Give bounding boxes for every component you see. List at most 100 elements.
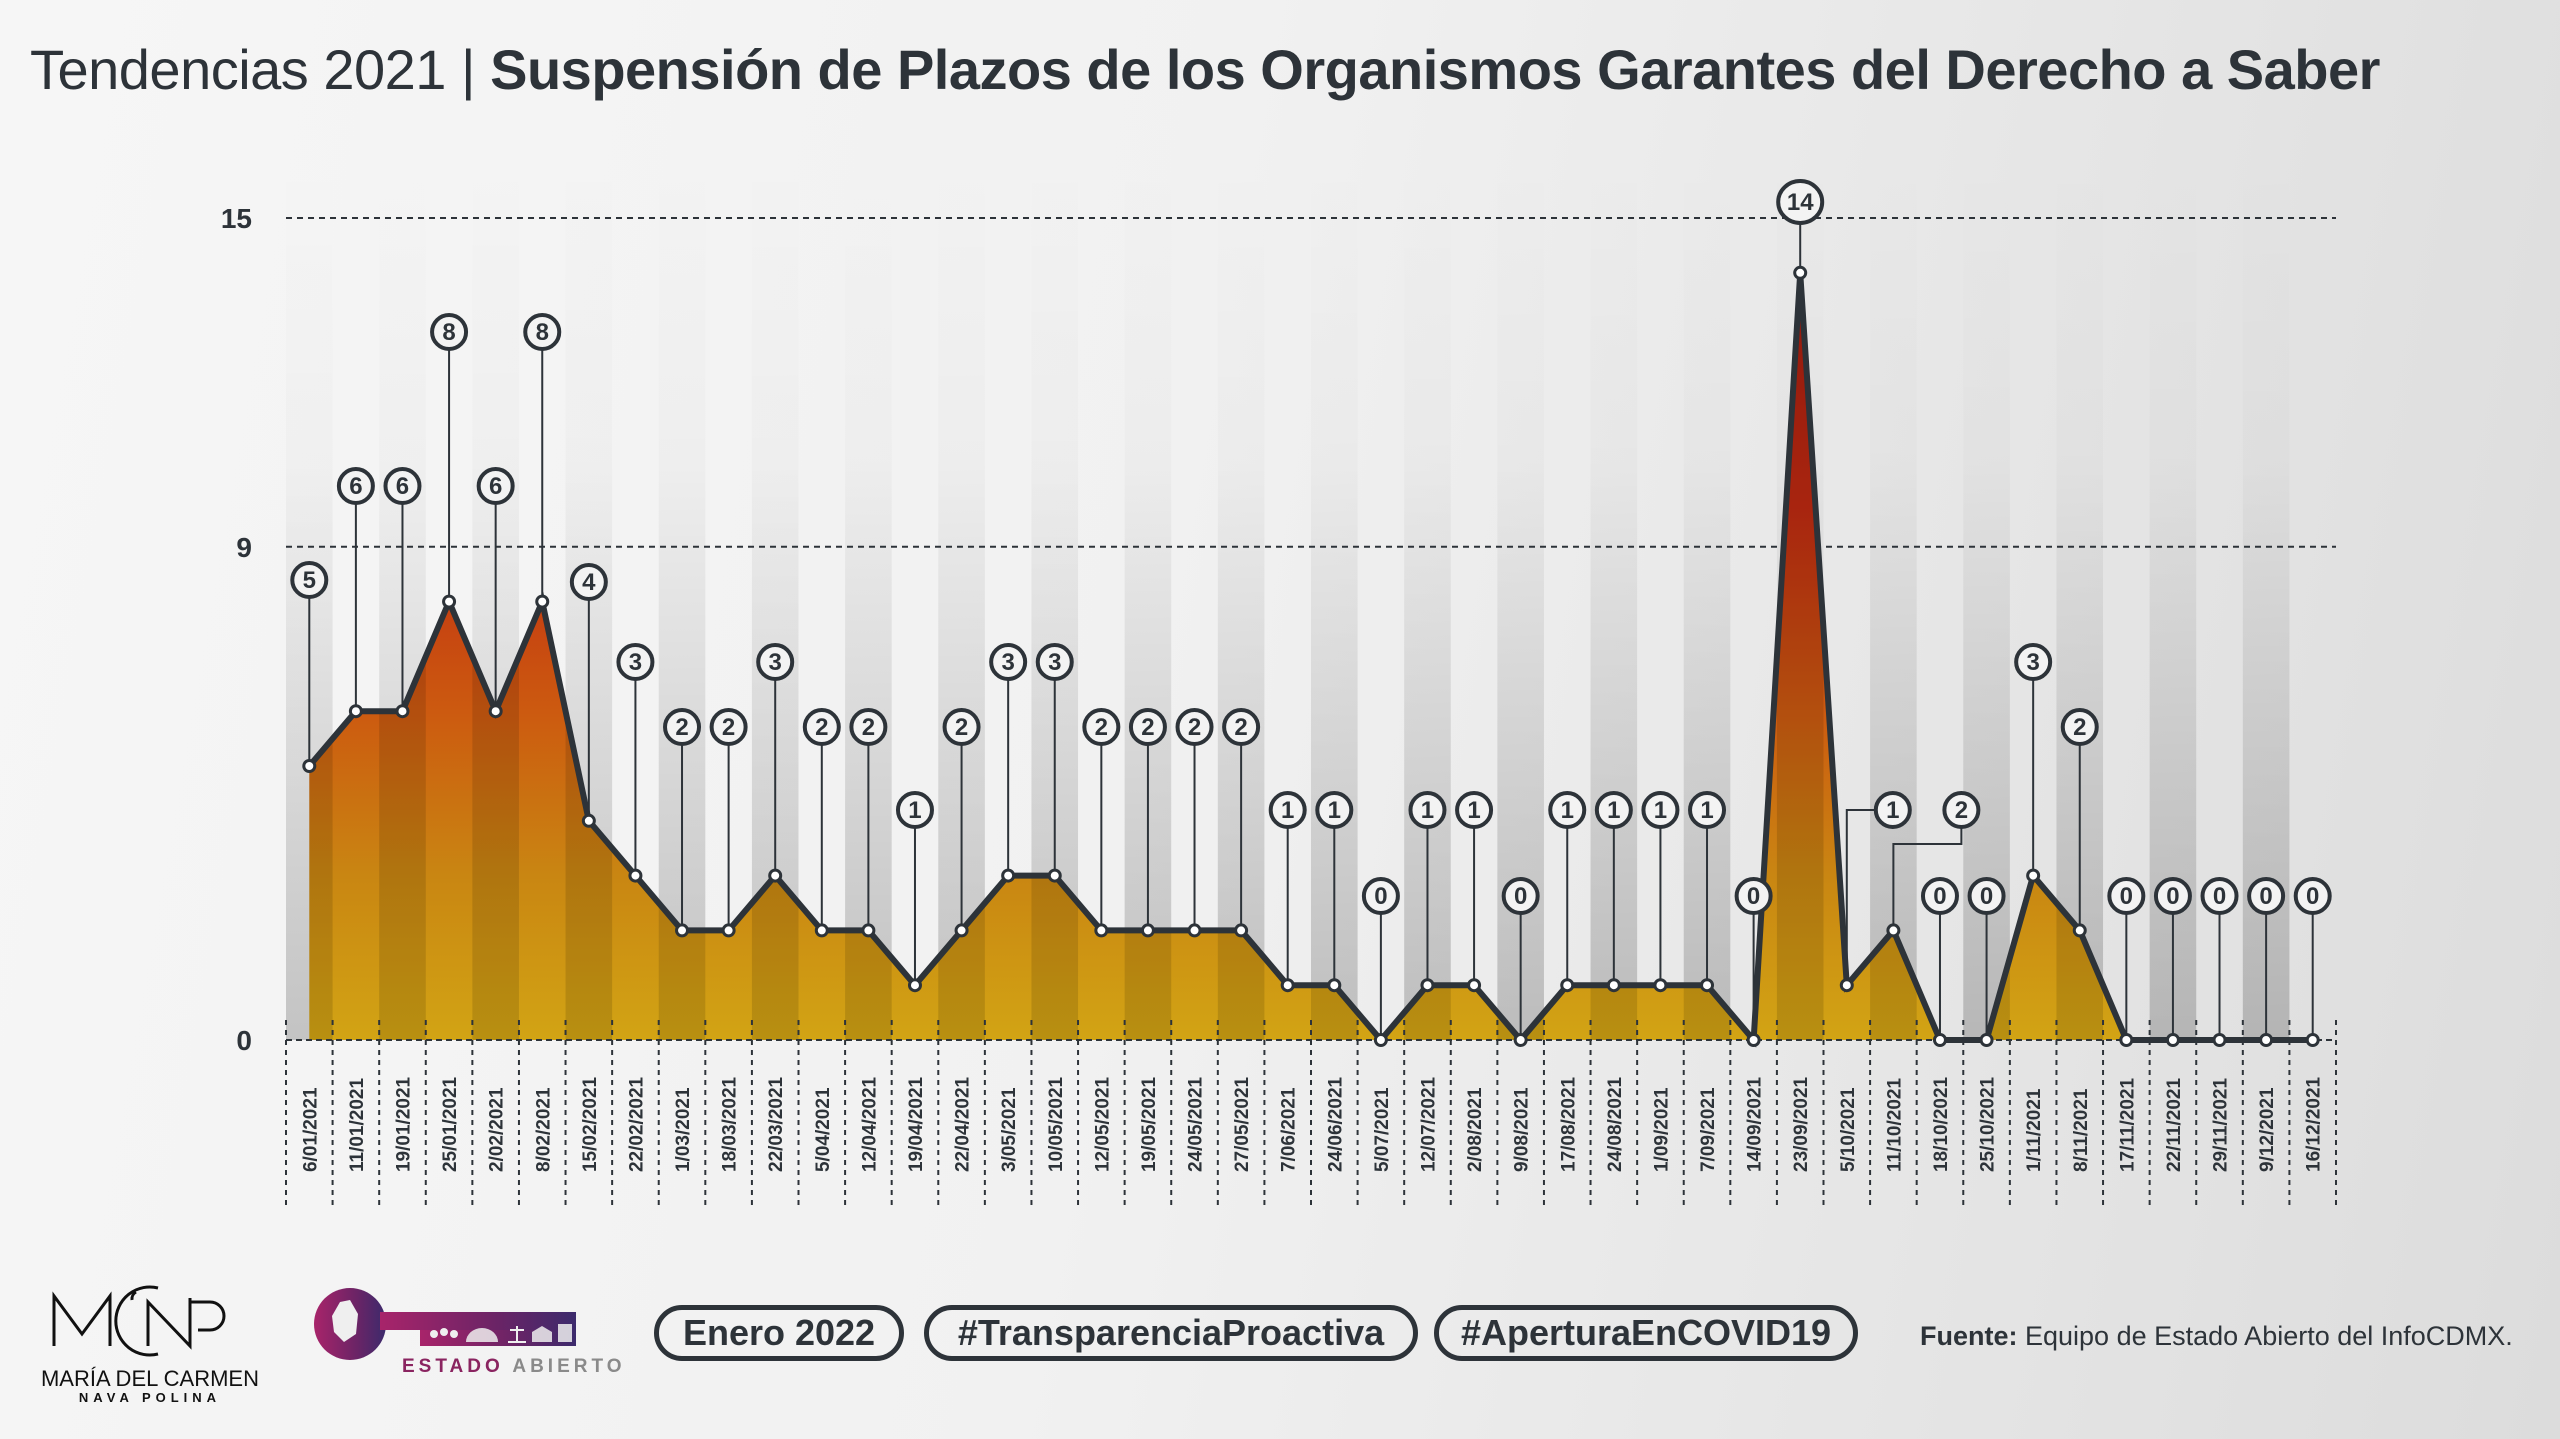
data-label: 3 (2026, 649, 2039, 676)
x-tick-label: 25/10/2021 (1978, 1076, 1999, 1172)
data-point (1606, 978, 1621, 993)
data-label: 2 (2073, 714, 2086, 741)
x-tick-label: 6/01/2021 (300, 1087, 321, 1172)
data-label: 2 (1234, 714, 1247, 741)
data-point (581, 813, 596, 828)
data-label-circle (2247, 877, 2286, 915)
data-label: 1 (1886, 797, 1899, 824)
data-point (442, 594, 457, 609)
data-label: 2 (1095, 714, 1108, 741)
y-tick-label: 0 (236, 1025, 252, 1056)
data-label: 1 (1281, 797, 1294, 824)
page-title: Tendencias 2021 | Suspensión de Plazos d… (30, 30, 2380, 110)
source-text: Equipo de Estado Abierto del InfoCDMX. (2017, 1321, 2513, 1351)
data-label: 1 (1607, 797, 1620, 824)
data-label: 1 (1654, 797, 1667, 824)
data-points (302, 265, 2320, 1047)
data-point (675, 923, 690, 938)
data-point (861, 923, 876, 938)
data-label-circle (1408, 791, 1447, 829)
data-label: 8 (536, 319, 549, 346)
data-label: 3 (629, 649, 642, 676)
y-axis-ticks: 0 9 15 (221, 203, 252, 1056)
source-note: Fuente: Equipo de Estado Abierto del Inf… (1920, 1321, 2513, 1352)
data-label-circle (2153, 877, 2192, 915)
data-point (1560, 978, 1575, 993)
x-tick-label: 23/09/2021 (1791, 1076, 1812, 1172)
label-leader (1845, 809, 1876, 986)
label-leader (1892, 827, 1963, 931)
data-point (2212, 1033, 2227, 1047)
data-label-circle (1776, 179, 1825, 225)
data-label: 0 (2306, 883, 2319, 910)
data-label: 3 (1001, 649, 1014, 676)
data-label-circle (1268, 791, 1307, 829)
data-label-circle (1175, 708, 1214, 746)
data-label: 2 (815, 714, 828, 741)
data-point (1746, 1033, 1761, 1047)
title-main: Suspensión de Plazos de los Organismos G… (490, 38, 2380, 101)
x-tick-label: 9/08/2021 (1512, 1087, 1533, 1172)
data-point (2119, 1033, 2134, 1047)
data-label: 4 (582, 569, 596, 596)
data-label: 1 (908, 797, 921, 824)
pill-date: Enero 2022 (654, 1305, 904, 1361)
data-label-circle (430, 313, 469, 351)
data-label: 6 (396, 473, 409, 500)
x-tick-label: 10/05/2021 (1046, 1076, 1067, 1172)
x-tick-label: 8/11/2021 (2071, 1088, 2092, 1172)
data-label-circle (1455, 791, 1494, 829)
data-label: 8 (442, 319, 455, 346)
data-point (1140, 923, 1155, 938)
data-point (1280, 978, 1295, 993)
data-point (302, 759, 317, 773)
x-tick-label: 5/07/2021 (1372, 1087, 1393, 1172)
data-label: 14 (1787, 189, 1814, 216)
data-point (1886, 923, 1901, 938)
x-tick-label: 19/04/2021 (906, 1076, 927, 1172)
data-label: 1 (1421, 797, 1434, 824)
x-tick-label: 11/01/2021 (347, 1078, 368, 1172)
x-tick-label: 2/08/2021 (1465, 1087, 1486, 1172)
data-point (1001, 868, 1016, 883)
data-point (2026, 868, 2041, 883)
x-tick-label: 8/02/2021 (533, 1087, 554, 1172)
data-point (1513, 1033, 1528, 1047)
data-point (1839, 978, 1854, 993)
x-tick-label: 11/10/2021 (1884, 1078, 1905, 1172)
x-tick-label: 24/05/2021 (1186, 1076, 1207, 1172)
logo-estado-abierto: ESTADO ABIERTO (310, 1280, 622, 1390)
pill-transparencia: #TransparenciaProactiva (924, 1305, 1418, 1361)
x-tick-label: 5/04/2021 (813, 1087, 834, 1172)
data-label: 0 (2259, 883, 2272, 910)
data-point (1094, 923, 1109, 938)
data-point (907, 978, 922, 993)
data-label-circle (1688, 791, 1727, 829)
data-label: 2 (1955, 797, 1968, 824)
x-tick-label: 22/03/2021 (766, 1076, 787, 1172)
data-label-circle (383, 467, 422, 505)
data-point (1420, 978, 1435, 993)
data-label: 1 (1467, 797, 1480, 824)
data-point (1653, 978, 1668, 993)
data-point (2072, 923, 2087, 938)
x-tick-label: 1/03/2021 (673, 1087, 694, 1172)
x-tick-label: 19/01/2021 (393, 1076, 414, 1172)
data-label: 0 (2213, 883, 2226, 910)
data-label-circle (2060, 708, 2099, 746)
x-tick-label: 17/11/2021 (2117, 1078, 2138, 1172)
x-axis-ticks: 6/01/2021 11/01/2021 19/01/2021 25/01/2021 2… (300, 1076, 2324, 1172)
x-axis-separators (285, 1020, 2337, 1205)
data-label-circle (1315, 791, 1354, 829)
x-tick-label: 7/06/2021 (1279, 1087, 1300, 1172)
label-leaders (308, 219, 2314, 1040)
x-tick-label: 1/11/2021 (2024, 1088, 2045, 1172)
data-label: 3 (769, 649, 782, 676)
x-tick-label: 7/09/2021 (1698, 1087, 1719, 1172)
x-tick-label: 29/11/2021 (2211, 1078, 2232, 1172)
x-tick-label: 24/06/2021 (1325, 1076, 1346, 1172)
mcnp-monogram-icon (52, 1285, 226, 1357)
data-label-circle (849, 708, 888, 746)
x-tick-label: 27/05/2021 (1232, 1076, 1253, 1172)
gridlines (286, 217, 2336, 548)
